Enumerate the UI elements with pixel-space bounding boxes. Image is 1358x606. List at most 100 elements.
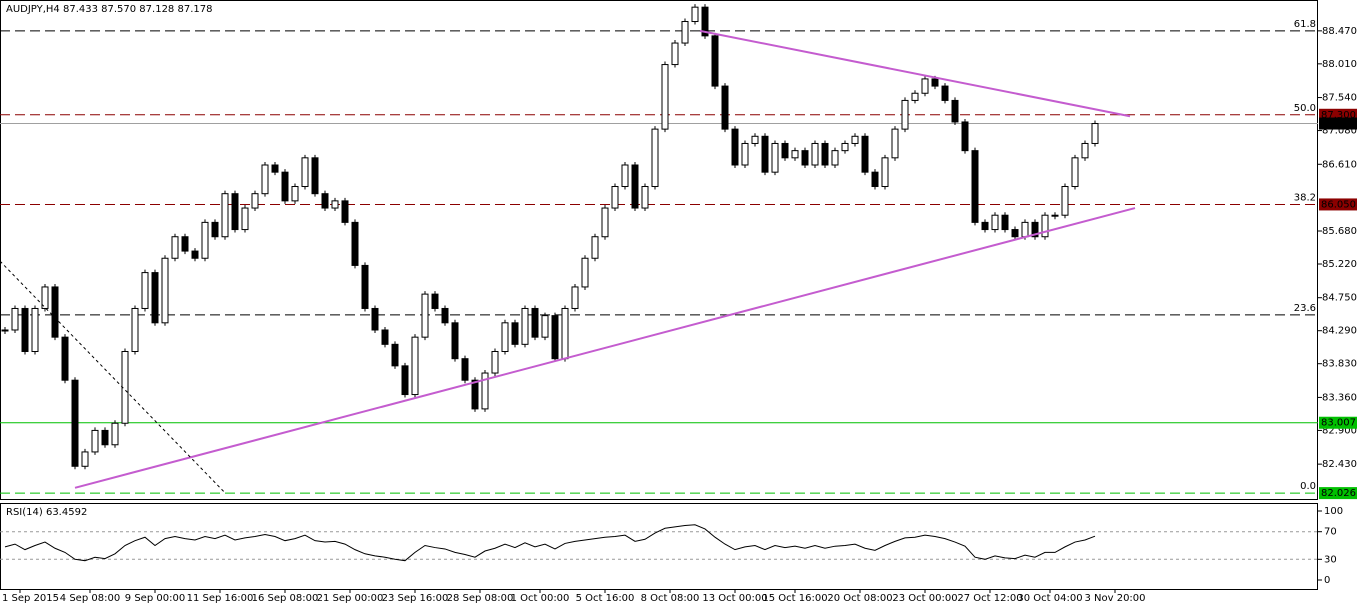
candle-body xyxy=(841,142,849,152)
x-tick-label: 27 Oct 12:00 xyxy=(957,593,1022,604)
candle-body xyxy=(31,307,39,353)
candle-body xyxy=(211,221,219,238)
candle-body xyxy=(621,164,629,188)
x-tick-label: 15 Oct 16:00 xyxy=(762,593,827,604)
candle-body xyxy=(971,150,979,223)
candle-body xyxy=(151,272,159,324)
price-box xyxy=(1319,487,1357,500)
price-box xyxy=(1319,117,1357,130)
candle-body xyxy=(391,343,399,367)
candle-body xyxy=(1051,214,1059,217)
candle-body xyxy=(1001,214,1009,231)
candle-body xyxy=(791,150,799,159)
rsi-tick-label: 30 xyxy=(1324,554,1337,565)
candle-body xyxy=(51,286,59,338)
y-tick-label: 84.290 xyxy=(1322,326,1357,337)
candle-body xyxy=(931,78,939,87)
candle-body xyxy=(731,128,739,166)
candle-body xyxy=(641,186,649,209)
candle-body xyxy=(1071,157,1079,188)
candle-body xyxy=(531,307,539,338)
x-tick-label: 1 Oct 00:00 xyxy=(511,593,570,604)
candle-body xyxy=(781,142,789,159)
price-box xyxy=(1319,198,1357,211)
candle-body xyxy=(111,422,119,446)
candle-body xyxy=(951,99,959,123)
candle-body xyxy=(661,64,669,130)
candle-body xyxy=(811,142,819,166)
candle-body xyxy=(631,164,639,209)
rsi-tick-label: 100 xyxy=(1324,506,1343,517)
candle-body xyxy=(981,221,989,231)
candle-body xyxy=(921,78,929,94)
candle-body xyxy=(251,193,259,209)
y-tick-label: 82.430 xyxy=(1322,459,1357,470)
candle-body xyxy=(71,379,79,467)
candle-body xyxy=(571,286,579,309)
y-tick-label: 83.360 xyxy=(1322,392,1357,403)
candle-body xyxy=(311,157,319,195)
x-tick-label: 16 Sep 08:00 xyxy=(252,593,319,604)
candle-body xyxy=(451,322,459,360)
candle-body xyxy=(231,193,239,231)
candle-body xyxy=(521,307,529,345)
candle-body xyxy=(701,6,709,37)
candle-body xyxy=(81,451,89,467)
x-tick-label: 11 Sep 16:00 xyxy=(187,593,254,604)
price-box-label: 82.026 xyxy=(1321,488,1356,499)
candle-body xyxy=(711,35,719,87)
candle-body xyxy=(461,358,469,381)
candle-body xyxy=(751,135,759,144)
candle-body xyxy=(1091,123,1099,144)
candle-body xyxy=(481,372,489,410)
trendline xyxy=(74,207,1136,489)
x-tick-label: 20 Oct 08:00 xyxy=(827,593,892,604)
candle-body xyxy=(611,186,619,209)
x-tick-label: 21 Sep 00:00 xyxy=(317,593,384,604)
candle-body xyxy=(141,272,149,309)
candle-body xyxy=(471,379,479,410)
candle-body xyxy=(221,193,229,238)
candle-body xyxy=(671,42,679,66)
x-tick-label: 1 Sep 2015 xyxy=(2,593,59,604)
candle-body xyxy=(301,157,309,188)
candle-body xyxy=(181,236,189,252)
candle-body xyxy=(1041,214,1049,238)
candle-body xyxy=(491,351,499,374)
candle-body xyxy=(721,85,729,130)
candle-body xyxy=(341,200,349,223)
candle-body xyxy=(961,121,969,152)
candle-body xyxy=(421,293,429,338)
price-box-label: 87.178 xyxy=(1321,119,1356,130)
x-tick-label: 30 Oct 04:00 xyxy=(1017,593,1082,604)
candle-body xyxy=(511,322,519,345)
rsi-title: RSI(14) 63.4592 xyxy=(6,507,87,518)
candle-body xyxy=(21,307,29,353)
y-tick-label: 83.830 xyxy=(1322,359,1357,370)
candle-body xyxy=(331,200,339,209)
x-tick-label: 28 Sep 08:00 xyxy=(447,593,514,604)
main-panel xyxy=(0,0,1318,500)
candle-body xyxy=(371,307,379,331)
candle-body xyxy=(891,128,899,159)
candle-body xyxy=(1081,142,1089,159)
level-label: 38.2 xyxy=(1294,192,1316,203)
candle-body xyxy=(91,429,99,453)
level-label: 0.0 xyxy=(1300,481,1316,492)
y-tick-label: 85.680 xyxy=(1322,226,1357,237)
candle-body xyxy=(761,135,769,173)
trendline xyxy=(699,29,1131,118)
candle-body xyxy=(161,257,169,324)
y-tick-label: 82.900 xyxy=(1322,425,1357,436)
candle-body xyxy=(861,135,869,173)
candle-body xyxy=(281,171,289,202)
rsi-line xyxy=(4,524,1096,562)
y-tick-label: 88.010 xyxy=(1322,59,1357,70)
candle-body xyxy=(501,322,509,353)
x-tick-label: 23 Oct 00:00 xyxy=(892,593,957,604)
candle-body xyxy=(411,336,419,396)
x-tick-label: 3 Nov 20:00 xyxy=(1084,593,1145,604)
y-tick-label: 86.610 xyxy=(1322,159,1357,170)
candle-body xyxy=(581,257,589,288)
